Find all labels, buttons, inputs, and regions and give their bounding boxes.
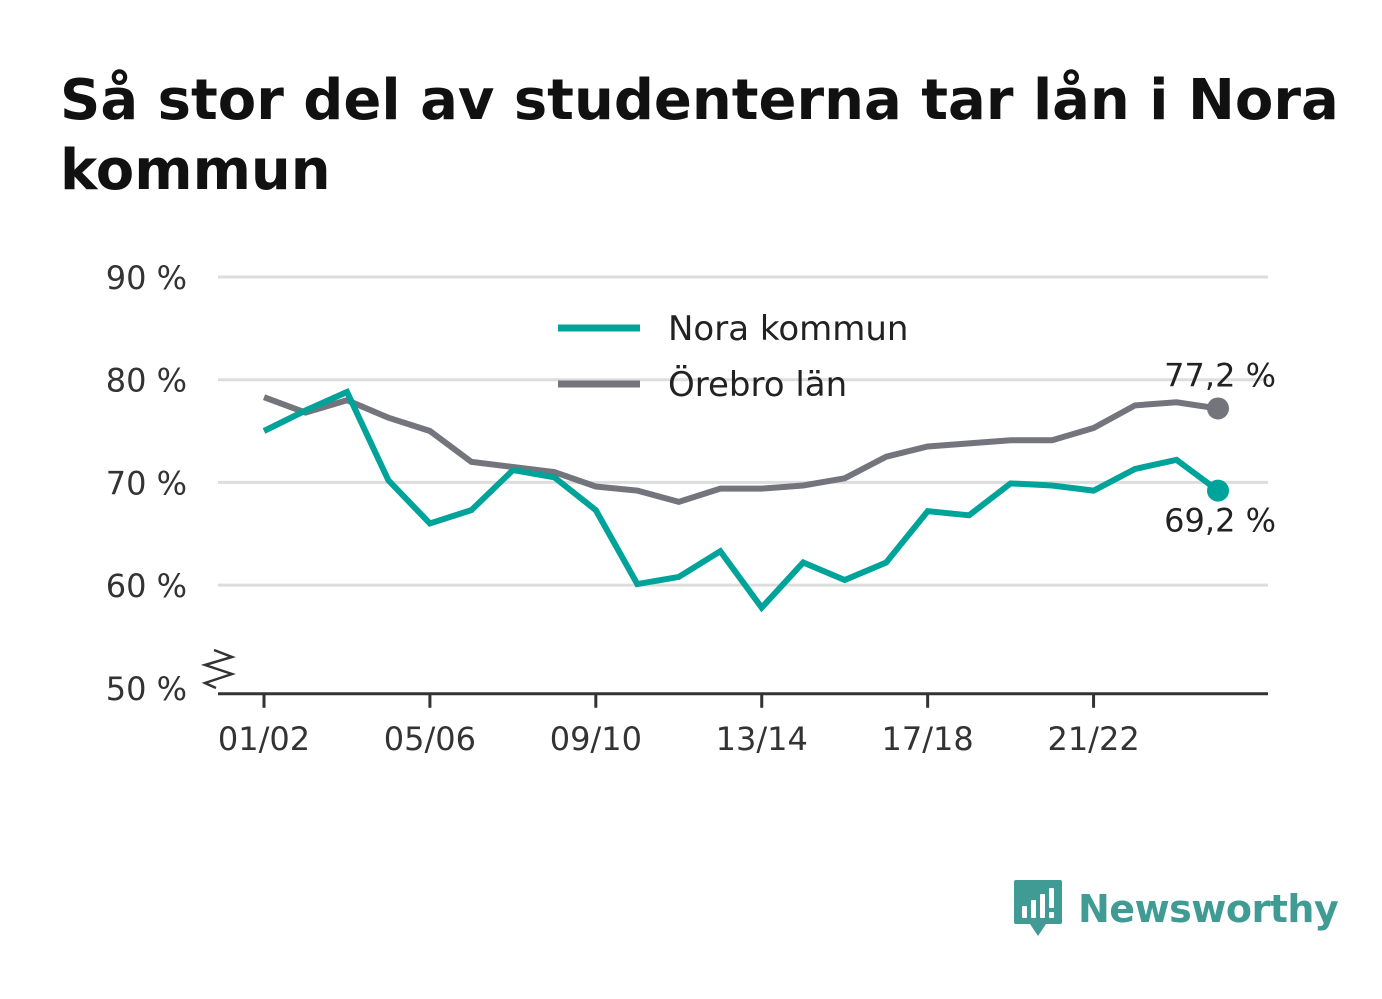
x-tick-label: 09/10 [550, 720, 642, 758]
x-tick-label: 17/18 [882, 720, 974, 758]
x-tick-label: 13/14 [716, 720, 808, 758]
legend: Nora kommun Örebro län [558, 309, 908, 405]
y-tick-label: 70 % [106, 464, 187, 502]
end-label-nora-kommun: 69,2 % [1164, 502, 1276, 540]
series-lines [262, 388, 1229, 613]
legend-item-nora-kommun-label: Nora kommun [668, 309, 908, 349]
x-tick-label: 05/06 [384, 720, 476, 758]
axes: 50 % 60 % 70 % 80 % 90 % 01/02 05/06 09/10 13/14… [106, 259, 1268, 758]
brand-name: Newsworthy [1078, 887, 1339, 931]
newsworthy-logo: Newsworthy [1012, 878, 1339, 940]
y-tick-label: 50 % [106, 670, 187, 708]
chart-title: Så stor del av studenterna tar lån i Nor… [60, 68, 1339, 203]
series-line-nora-kommun [262, 388, 1220, 613]
x-tick-label: 01/02 [218, 720, 310, 758]
y-tick-label: 60 % [106, 567, 187, 605]
end-label-orebro-lan: 77,2 % [1164, 356, 1276, 394]
bar-chart-speech-bubble-icon [1014, 880, 1062, 936]
data-labels: 77,2 % 69,2 % [1164, 356, 1276, 539]
y-tick-label: 80 % [106, 362, 187, 400]
axis-break-symbol [200, 648, 236, 690]
legend-item-orebro-lan-label: Örebro län [668, 364, 847, 405]
end-point-marker [1207, 479, 1229, 502]
series-line-orebro-lan [262, 394, 1219, 506]
y-tick-label: 90 % [106, 259, 187, 297]
x-tick-label: 21/22 [1047, 720, 1139, 758]
end-point-marker [1207, 397, 1229, 420]
